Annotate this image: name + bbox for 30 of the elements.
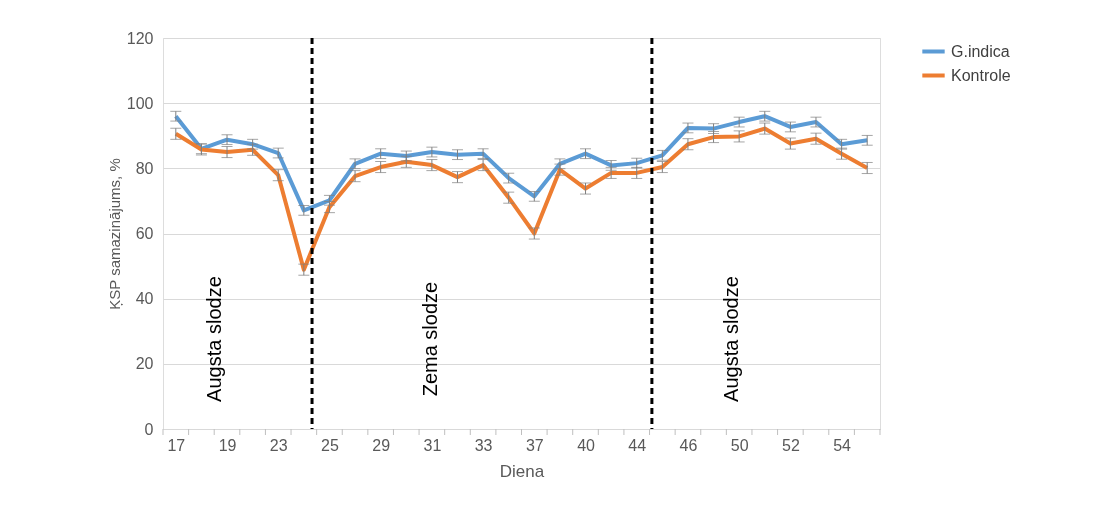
y-tick-label: 60: [135, 225, 154, 242]
x-tick-label: 44: [628, 436, 647, 454]
y-axis-title: ĶSP samazinājums, %: [105, 158, 123, 310]
legend-label: G.indica: [951, 42, 1010, 60]
x-tick-label: 40: [577, 436, 596, 454]
line-series: [173, 114, 870, 213]
line-series: [173, 126, 870, 272]
x-axis-title: Diena: [499, 461, 545, 481]
y-tick-label: 20: [135, 355, 154, 373]
x-tick-label: 52: [781, 436, 800, 454]
y-tick-label: 80: [135, 159, 154, 177]
legend-label: Kontrole: [951, 66, 1011, 84]
x-tick-label: 46: [679, 436, 698, 454]
annotation: Augsta slodze: [719, 276, 742, 402]
x-tick-label: 31: [423, 436, 442, 454]
x-tick-label: 29: [372, 436, 391, 454]
x-tick-label: 19: [218, 436, 237, 454]
x-tick-label: 54: [833, 436, 852, 454]
x-tick-label: 33: [474, 436, 493, 454]
y-tick-label: 120: [126, 29, 154, 47]
x-tick-label: 25: [321, 436, 339, 454]
y-tick-label: 0: [144, 420, 154, 438]
x-tick-label: 23: [269, 436, 288, 454]
x-tick-label: 50: [730, 436, 749, 454]
x-tick-label: 37: [525, 436, 544, 454]
annotation: Augsta slodze: [203, 276, 226, 402]
y-tick-label: 100: [126, 94, 154, 112]
x-tick-label: 17: [167, 436, 186, 454]
y-tick-label: 40: [135, 290, 154, 308]
annotation: Zema slodze: [418, 281, 441, 397]
